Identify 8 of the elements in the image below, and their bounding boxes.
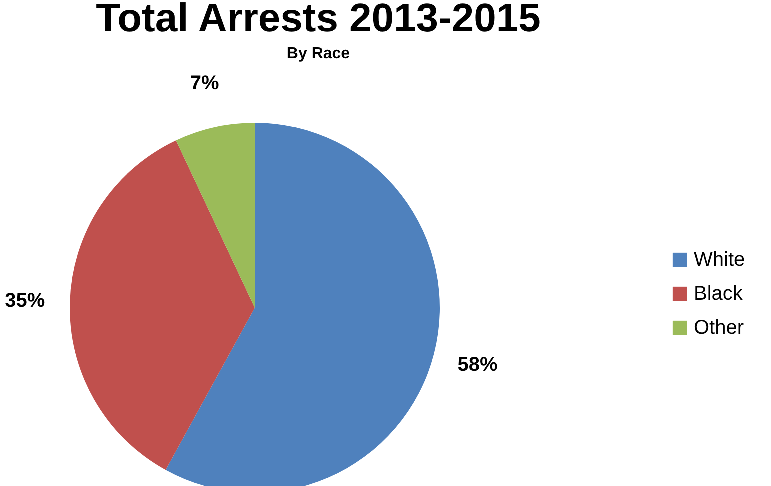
data-label: 58% [458,354,498,376]
chart-subtitle: By Race [286,46,350,63]
legend-label: Other [694,317,744,339]
legend-label: White [694,249,746,271]
data-label: 7% [190,72,220,95]
chart-title: Total Arrests 2013-2015 [96,0,541,41]
legend-label: Black [694,283,744,305]
data-label: 35% [5,290,46,312]
